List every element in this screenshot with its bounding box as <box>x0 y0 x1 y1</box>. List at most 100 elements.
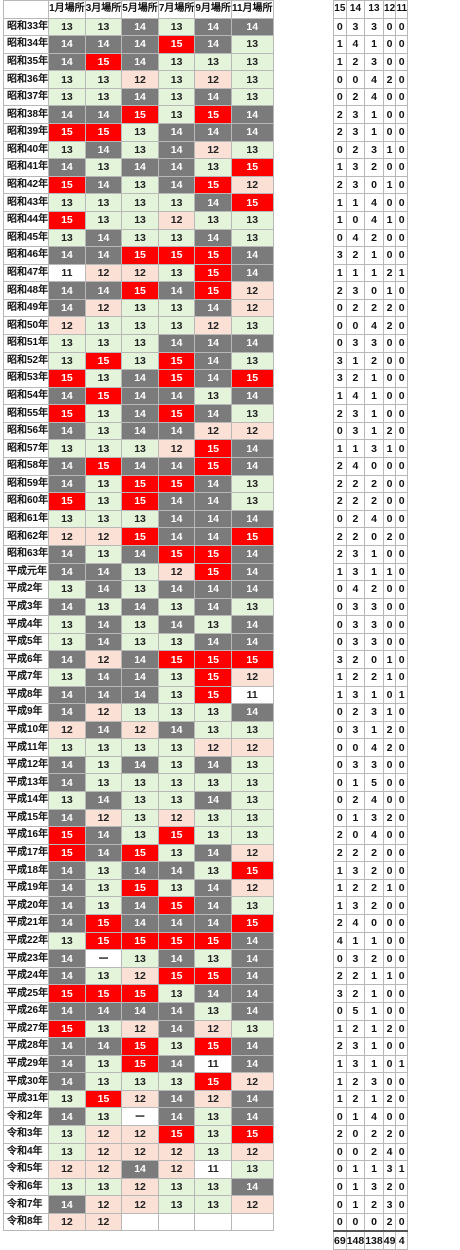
day-count-cell: 12 <box>121 966 159 986</box>
day-count-cell: 13 <box>194 720 232 740</box>
day-count-cell: 12 <box>194 1089 232 1109</box>
day-count-cell: 14 <box>84 246 123 265</box>
day-count-cell: 12 <box>84 1142 123 1162</box>
day-count-cell: 12 <box>48 1160 86 1179</box>
day-count-cell: 13 <box>121 1072 159 1091</box>
count-cell: 1 <box>333 1072 347 1091</box>
day-count-cell: 13 <box>121 210 159 230</box>
day-count-cell: 14 <box>48 896 86 916</box>
day-count-cell: 14 <box>121 1160 159 1179</box>
count-cell: 0 <box>395 386 408 406</box>
day-count-cell: 13 <box>230 896 274 916</box>
day-count-cell: 14 <box>48 1195 86 1214</box>
day-count-cell: 14 <box>121 421 159 441</box>
count-cell: 0 <box>333 228 347 248</box>
day-count-cell: 14 <box>121 861 159 880</box>
count-cell: 4 <box>364 1107 384 1126</box>
day-count-cell: 15 <box>48 826 86 845</box>
day-count-cell: 14 <box>121 369 159 388</box>
era-label: 令和2年 <box>2 1107 50 1126</box>
count-cell: 0 <box>382 158 397 177</box>
day-count-cell: 13 <box>84 70 123 89</box>
count-cell: 0 <box>382 984 397 1003</box>
day-count-cell: 14 <box>157 580 196 599</box>
day-count-cell: 13 <box>194 808 232 828</box>
day-count-cell: 14 <box>230 386 274 406</box>
count-cell: 1 <box>382 703 397 722</box>
day-count-cell: 14 <box>230 632 274 652</box>
count-cell: 5 <box>364 773 384 793</box>
day-count-cell: 13 <box>194 1142 232 1162</box>
table-row: 令和4年 13 12 12 12 13 12 <box>2 1142 274 1162</box>
count-cell: 3 <box>364 1177 384 1197</box>
count-cell: 2 <box>333 1037 347 1056</box>
count-cell: 3 <box>364 703 384 722</box>
day-count-cell: 15 <box>194 263 232 283</box>
era-label: 平成30年 <box>2 1072 50 1091</box>
table-row: 平成21年 14 15 14 14 14 15 <box>2 914 274 933</box>
table-row: 昭和34年 14 14 14 15 14 13 <box>2 35 274 54</box>
count-cell: 0 <box>395 632 408 652</box>
day-count-cell: 14 <box>157 175 196 195</box>
day-count-cell: 14 <box>121 87 159 107</box>
day-count-cell: 12 <box>84 650 123 669</box>
table-row: 令和3年 13 12 12 15 13 15 <box>2 1125 274 1144</box>
day-count-cell: 13 <box>230 316 274 335</box>
day-count-cell: 14 <box>194 333 232 353</box>
count-cell: 1 <box>364 1160 384 1179</box>
count-cell: 0 <box>382 17 397 37</box>
day-count-cell: 14 <box>84 1037 123 1056</box>
day-count-cell: 15 <box>157 650 196 669</box>
day-count-cell: 13 <box>121 123 159 142</box>
day-count-cell: 13 <box>157 755 196 775</box>
day-count-cell: 12 <box>157 1142 196 1162</box>
day-count-cell: 13 <box>230 35 274 54</box>
total-cell: 49 <box>382 1230 397 1250</box>
count-cell: 1 <box>364 720 384 740</box>
era-label: 平成21年 <box>2 914 50 933</box>
day-count-cell: 14 <box>194 632 232 652</box>
day-count-cell: 14 <box>157 123 196 142</box>
day-count-cell: 13 <box>230 351 274 371</box>
count-cell: 0 <box>395 246 408 265</box>
count-header-15: 15 <box>333 0 347 19</box>
day-count-cell: 13 <box>48 70 86 89</box>
table-row: 平成15年 14 12 13 12 13 13 <box>2 808 274 828</box>
total-cell: 4 <box>395 1230 408 1250</box>
count-cell: 4 <box>345 580 366 599</box>
day-count-cell: 13 <box>157 105 196 125</box>
era-label: 昭和57年 <box>2 439 50 459</box>
era-label: 平成3年 <box>2 597 50 617</box>
table-row: 平成30年 14 13 13 13 15 12 <box>2 1072 274 1091</box>
era-label: 平成9年 <box>2 703 50 722</box>
day-count-cell: 13 <box>121 298 159 318</box>
day-count-cell: 15 <box>121 878 159 898</box>
day-count-cell: 13 <box>84 1072 123 1091</box>
day-count-cell: 15 <box>194 931 232 951</box>
day-count-cell: 13 <box>84 492 123 511</box>
count-cell: 2 <box>382 316 397 335</box>
day-count-cell: 15 <box>157 474 196 494</box>
count-cell: 1 <box>333 1089 347 1109</box>
count-cell: 3 <box>345 720 366 740</box>
day-count-cell: 14 <box>84 791 123 810</box>
era-label: 平成5年 <box>2 632 50 652</box>
day-count-cell: 14 <box>48 808 86 828</box>
count-cell: 2 <box>382 1125 397 1144</box>
count-cell: 2 <box>364 298 384 318</box>
count-cell: 2 <box>345 509 366 529</box>
count-cell: 0 <box>395 316 408 335</box>
table-row: 平成8年 14 14 14 13 15 11 <box>2 685 274 705</box>
day-count-cell: 13 <box>48 931 86 951</box>
day-count-cell: 15 <box>194 966 232 986</box>
day-count-cell: 14 <box>194 298 232 318</box>
count-cell: 3 <box>364 439 384 459</box>
day-count-cell: 13 <box>84 1177 123 1197</box>
era-label: 平成22年 <box>2 931 50 951</box>
